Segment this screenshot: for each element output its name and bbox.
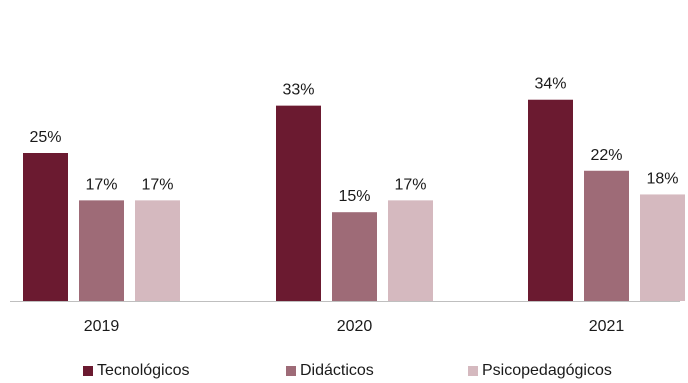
- legend-swatch-0: [83, 366, 93, 376]
- legend-item-1: Didácticos: [286, 362, 374, 380]
- legend-label-2: Psicopedagógicos: [482, 362, 612, 379]
- value-label-2021-0: 34%: [534, 76, 566, 93]
- legend-label-0: Tecnológicos: [97, 362, 190, 379]
- value-label-2020-1: 15%: [338, 188, 370, 205]
- bar-2020-0: [276, 105, 321, 301]
- legend-label-1: Didácticos: [300, 362, 374, 379]
- legend-swatch-2: [468, 366, 478, 376]
- value-label-2020-2: 17%: [394, 176, 426, 193]
- x-tick-label-2021: 2021: [589, 318, 625, 335]
- bar-2020-1: [332, 212, 377, 301]
- value-label-2019-2: 17%: [141, 176, 173, 193]
- bar-2019-2: [135, 200, 180, 301]
- bar-2021-2: [640, 194, 685, 301]
- value-label-2021-1: 22%: [590, 147, 622, 164]
- bar-chart: 25% 17% 17% 33% 15% 17% 34% 22% 18% 2019 2020 2021: [10, 76, 685, 335]
- x-tick-label-2020: 2020: [337, 318, 373, 335]
- bar-2020-2: [388, 200, 433, 301]
- value-labels-group: 25% 17% 17% 33% 15% 17% 34% 22% 18%: [29, 76, 678, 205]
- legend-item-2: Psicopedagógicos: [468, 362, 612, 380]
- value-label-2019-0: 25%: [29, 129, 61, 146]
- bars-group: [23, 99, 685, 301]
- legend-item-0: Tecnológicos: [83, 362, 190, 380]
- bar-2019-1: [79, 200, 124, 301]
- legend-swatch-1: [286, 366, 296, 376]
- bar-2021-0: [528, 99, 573, 301]
- bar-2021-1: [584, 170, 629, 301]
- bar-2019-0: [23, 153, 68, 301]
- value-label-2020-0: 33%: [282, 82, 314, 99]
- value-label-2021-2: 18%: [646, 170, 678, 187]
- legend: Tecnológicos Didácticos Psicopedagógicos: [0, 362, 688, 382]
- value-label-2019-1: 17%: [85, 176, 117, 193]
- x-tick-labels-group: 2019 2020 2021: [84, 318, 625, 335]
- x-tick-label-2019: 2019: [84, 318, 120, 335]
